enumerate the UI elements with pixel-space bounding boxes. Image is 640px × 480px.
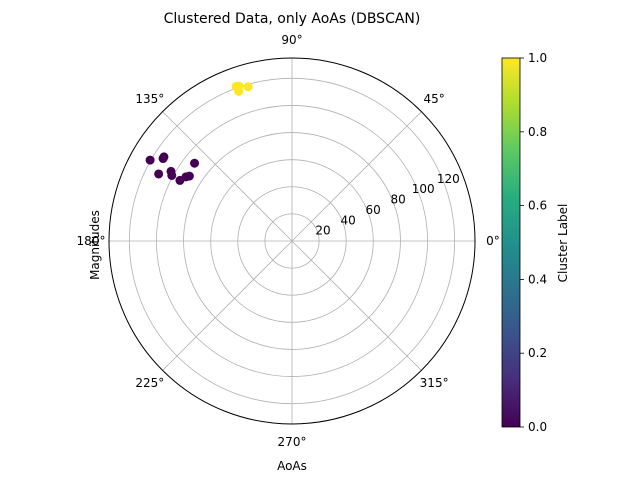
radial-tick-label: 100 bbox=[412, 182, 435, 196]
data-points bbox=[145, 81, 253, 185]
theta-tick-labels: 0° 45° 90° 135° 180° 225° 270° 315° bbox=[77, 33, 500, 449]
polar-grid bbox=[108, 57, 476, 425]
colorbar-ticks: 0.0 0.2 0.4 0.6 0.8 1.0 bbox=[520, 51, 547, 434]
colorbar-tick-label: 0.4 bbox=[528, 272, 547, 286]
colorbar-tick-label: 0.6 bbox=[528, 199, 547, 213]
radial-tick-label: 120 bbox=[437, 172, 460, 186]
colorbar bbox=[501, 57, 521, 428]
colorbar-tick-label: 0.0 bbox=[528, 420, 547, 434]
colorbar-label: Cluster Label bbox=[556, 204, 570, 283]
colorbar-tick-label: 0.8 bbox=[528, 125, 547, 139]
theta-tick-label: 45° bbox=[423, 92, 444, 106]
y-axis-label: Magnitudes bbox=[88, 210, 102, 280]
x-axis-label: AoAs bbox=[277, 459, 307, 473]
radial-tick-label: 20 bbox=[315, 224, 330, 238]
data-point-cluster-0 bbox=[167, 170, 177, 180]
data-point-cluster-0 bbox=[190, 158, 200, 168]
angular-gridline-315 bbox=[291, 240, 422, 371]
data-point-cluster-0 bbox=[154, 169, 164, 179]
theta-tick-label: 225° bbox=[135, 376, 164, 390]
theta-tick-label: 90° bbox=[281, 33, 302, 47]
data-point-cluster-1 bbox=[243, 82, 253, 92]
polar-frame bbox=[108, 57, 476, 425]
angular-gridline-225 bbox=[162, 240, 293, 371]
theta-tick-label: 0° bbox=[486, 234, 500, 248]
angular-gridline-135 bbox=[162, 111, 293, 242]
angular-gridline-45 bbox=[291, 111, 422, 242]
theta-tick-label: 270° bbox=[278, 435, 307, 449]
radial-tick-label: 60 bbox=[366, 203, 381, 217]
theta-tick-label: 315° bbox=[420, 376, 449, 390]
theta-tick-label: 180° bbox=[77, 234, 106, 248]
data-point-cluster-1 bbox=[231, 82, 241, 92]
data-point-cluster-0 bbox=[184, 171, 194, 181]
colorbar-tick-label: 1.0 bbox=[528, 51, 547, 65]
theta-tick-label: 135° bbox=[135, 92, 164, 106]
data-point-cluster-0 bbox=[159, 152, 169, 162]
radial-tick-label: 80 bbox=[391, 193, 406, 207]
chart-title: Clustered Data, only AoAs (DBSCAN) bbox=[164, 11, 421, 27]
data-point-cluster-0 bbox=[145, 155, 155, 165]
colorbar-tick-label: 0.2 bbox=[528, 346, 547, 360]
radial-tick-label: 40 bbox=[340, 213, 355, 227]
